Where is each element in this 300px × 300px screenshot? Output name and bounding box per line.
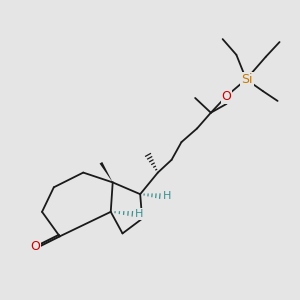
Text: H: H <box>163 191 171 201</box>
Text: H: H <box>135 209 143 219</box>
Polygon shape <box>100 162 113 182</box>
Text: O: O <box>222 89 232 103</box>
Text: O: O <box>30 240 40 253</box>
Text: Si: Si <box>242 73 253 86</box>
